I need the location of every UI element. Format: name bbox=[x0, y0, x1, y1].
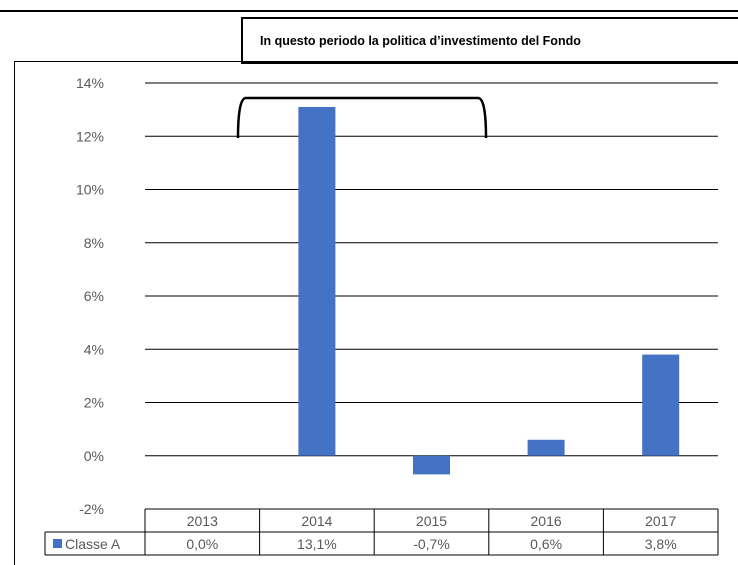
y-tick-label: 10% bbox=[76, 182, 104, 198]
data-value-label: 3,8% bbox=[645, 536, 677, 552]
bar-2017 bbox=[642, 354, 680, 456]
legend-series-name: Classe A bbox=[65, 536, 121, 552]
bars bbox=[298, 106, 680, 475]
bar-2016 bbox=[527, 439, 565, 456]
y-tick-label: 14% bbox=[76, 75, 104, 91]
top-divider-line bbox=[0, 10, 738, 12]
y-tick-label: -2% bbox=[79, 501, 104, 517]
y-tick-label: 2% bbox=[84, 395, 104, 411]
y-tick-label: 6% bbox=[84, 288, 104, 304]
x-category-label: 2014 bbox=[301, 513, 332, 529]
period-bracket bbox=[236, 96, 488, 139]
legend-swatch bbox=[53, 539, 62, 548]
bar-2014 bbox=[298, 106, 336, 456]
chart-frame bbox=[14, 61, 738, 565]
y-tick-label: 4% bbox=[84, 341, 104, 357]
y-axis-ticks: 14% 12% 10% 8% 6% 4% 2% 0% -2% bbox=[76, 75, 104, 517]
x-category-label: 2013 bbox=[187, 513, 218, 529]
data-table: 2013 0,0% 2014 13,1% 2015 -0,7% 2016 0,6% 2017 3,… bbox=[44, 508, 719, 556]
y-tick-label: 8% bbox=[84, 235, 104, 251]
policy-callout-text: In questo periodo la politica d’investim… bbox=[260, 34, 581, 48]
data-value-label: 0,6% bbox=[530, 536, 562, 552]
x-category-label: 2017 bbox=[645, 513, 676, 529]
x-category-label: 2016 bbox=[531, 513, 562, 529]
data-value-label: 0,0% bbox=[186, 536, 218, 552]
data-value-label: 13,1% bbox=[297, 536, 337, 552]
policy-callout-box: In questo periodo la politica d’investim… bbox=[241, 17, 738, 64]
data-value-label: -0,7% bbox=[413, 536, 450, 552]
y-tick-label: 0% bbox=[84, 448, 104, 464]
x-category-label: 2015 bbox=[416, 513, 447, 529]
bar-2015 bbox=[413, 455, 450, 475]
y-tick-label: 12% bbox=[76, 128, 104, 144]
gridlines bbox=[145, 82, 718, 457]
